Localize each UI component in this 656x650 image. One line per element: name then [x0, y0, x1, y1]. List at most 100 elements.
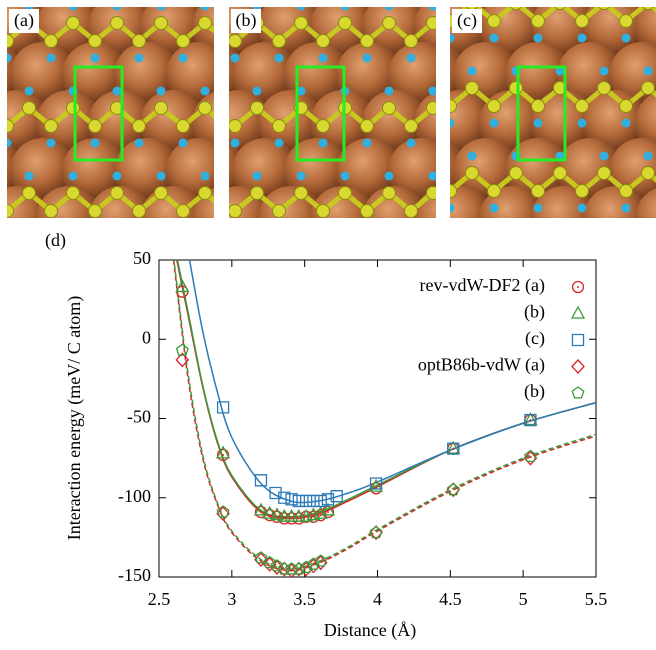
- marker-dot: [529, 419, 531, 421]
- y-tick-label: -50: [127, 407, 151, 427]
- c-atom: [427, 17, 440, 30]
- h-atom: [534, 119, 543, 128]
- c-atom: [620, 185, 633, 198]
- legend-marker: [572, 387, 583, 398]
- c-atom: [598, 167, 611, 180]
- c-atom: [273, 35, 286, 48]
- marker-dot: [269, 514, 271, 516]
- h-atom: [69, 172, 78, 181]
- legend-marker: [573, 335, 584, 346]
- c-atom: [317, 205, 330, 218]
- h-atom: [179, 139, 188, 148]
- c-atom: [576, 185, 589, 198]
- h-atom: [69, 2, 78, 11]
- h-atom: [363, 139, 372, 148]
- c-atom: [466, 167, 479, 180]
- page: (a)(b)(c) (d) Distance (Å) Interaction e…: [0, 0, 656, 650]
- h-atom: [622, 119, 631, 128]
- c-atom: [1, 205, 14, 218]
- h-atom: [297, 172, 306, 181]
- marker-dot: [312, 516, 314, 518]
- h-atom: [407, 54, 416, 63]
- c-atom: [155, 17, 168, 30]
- h-atom: [157, 2, 166, 11]
- legend-marker: [572, 307, 584, 318]
- c-atom: [642, 0, 655, 10]
- h-atom: [490, 119, 499, 128]
- c-atom: [295, 17, 308, 30]
- c-atom: [251, 187, 264, 200]
- h-atom: [113, 2, 122, 11]
- h-atom: [407, 224, 416, 233]
- h-atom: [25, 87, 34, 96]
- panel-label: (a): [14, 10, 34, 31]
- h-atom: [622, 34, 631, 43]
- panel-label: (b): [236, 10, 257, 31]
- h-atom: [25, 172, 34, 181]
- h-atom: [253, 172, 262, 181]
- h-atom: [319, 224, 328, 233]
- marker: [448, 484, 459, 495]
- c-atom: [1, 120, 14, 133]
- marker-dot: [276, 516, 278, 518]
- cu-atom: [583, 186, 649, 252]
- c-atom: [155, 102, 168, 115]
- marker-dot: [291, 517, 293, 519]
- h-atom: [91, 224, 100, 233]
- c-atom: [199, 102, 212, 115]
- h-atom: [3, 54, 12, 63]
- h-atom: [319, 54, 328, 63]
- h-atom: [231, 54, 240, 63]
- c-atom: [361, 35, 374, 48]
- c-atom: [444, 100, 457, 113]
- c-atom: [273, 120, 286, 133]
- x-tick-label: 4.5: [439, 589, 462, 609]
- c-atom: [488, 100, 501, 113]
- c-atom: [598, 82, 611, 95]
- h-atom: [534, 34, 543, 43]
- cu-atom: [140, 186, 206, 252]
- h-atom: [446, 119, 455, 128]
- h-atom: [468, 152, 477, 161]
- panel-label: (c): [457, 10, 477, 31]
- h-atom: [622, 204, 631, 213]
- c-atom: [133, 120, 146, 133]
- legend-marker: [572, 360, 584, 373]
- legend-label: (c): [525, 328, 545, 349]
- c-atom: [620, 15, 633, 28]
- h-atom: [157, 172, 166, 181]
- c-atom: [45, 120, 58, 133]
- h-atom: [385, 172, 394, 181]
- panel-label: (d): [45, 230, 66, 251]
- figure: (a)(b)(c) (d) Distance (Å) Interaction e…: [0, 0, 656, 645]
- h-atom: [3, 139, 12, 148]
- h-atom: [644, 67, 653, 76]
- x-tick-label: 3: [227, 589, 236, 609]
- c-atom: [133, 205, 146, 218]
- h-atom: [91, 54, 100, 63]
- h-atom: [231, 139, 240, 148]
- c-atom: [510, 0, 523, 10]
- c-atom: [89, 205, 102, 218]
- c-atom: [89, 35, 102, 48]
- h-atom: [201, 172, 210, 181]
- c-atom: [177, 205, 190, 218]
- h-atom: [600, 152, 609, 161]
- c-atom: [111, 187, 124, 200]
- h-atom: [3, 224, 12, 233]
- c-atom: [199, 187, 212, 200]
- marker-dot: [327, 511, 329, 513]
- x-tick-label: 3.5: [293, 589, 316, 609]
- c-atom: [444, 185, 457, 198]
- x-tick-label: 4: [373, 589, 382, 609]
- structure-panels: (a) (b) (c): [0, 0, 656, 252]
- h-atom: [47, 54, 56, 63]
- c-atom: [251, 102, 264, 115]
- h-atom: [201, 2, 210, 11]
- c-atom: [466, 0, 479, 10]
- x-tick-label: 2.5: [148, 589, 171, 609]
- c-atom: [339, 17, 352, 30]
- c-atom: [361, 120, 374, 133]
- c-atom: [405, 205, 418, 218]
- c-atom: [598, 0, 611, 10]
